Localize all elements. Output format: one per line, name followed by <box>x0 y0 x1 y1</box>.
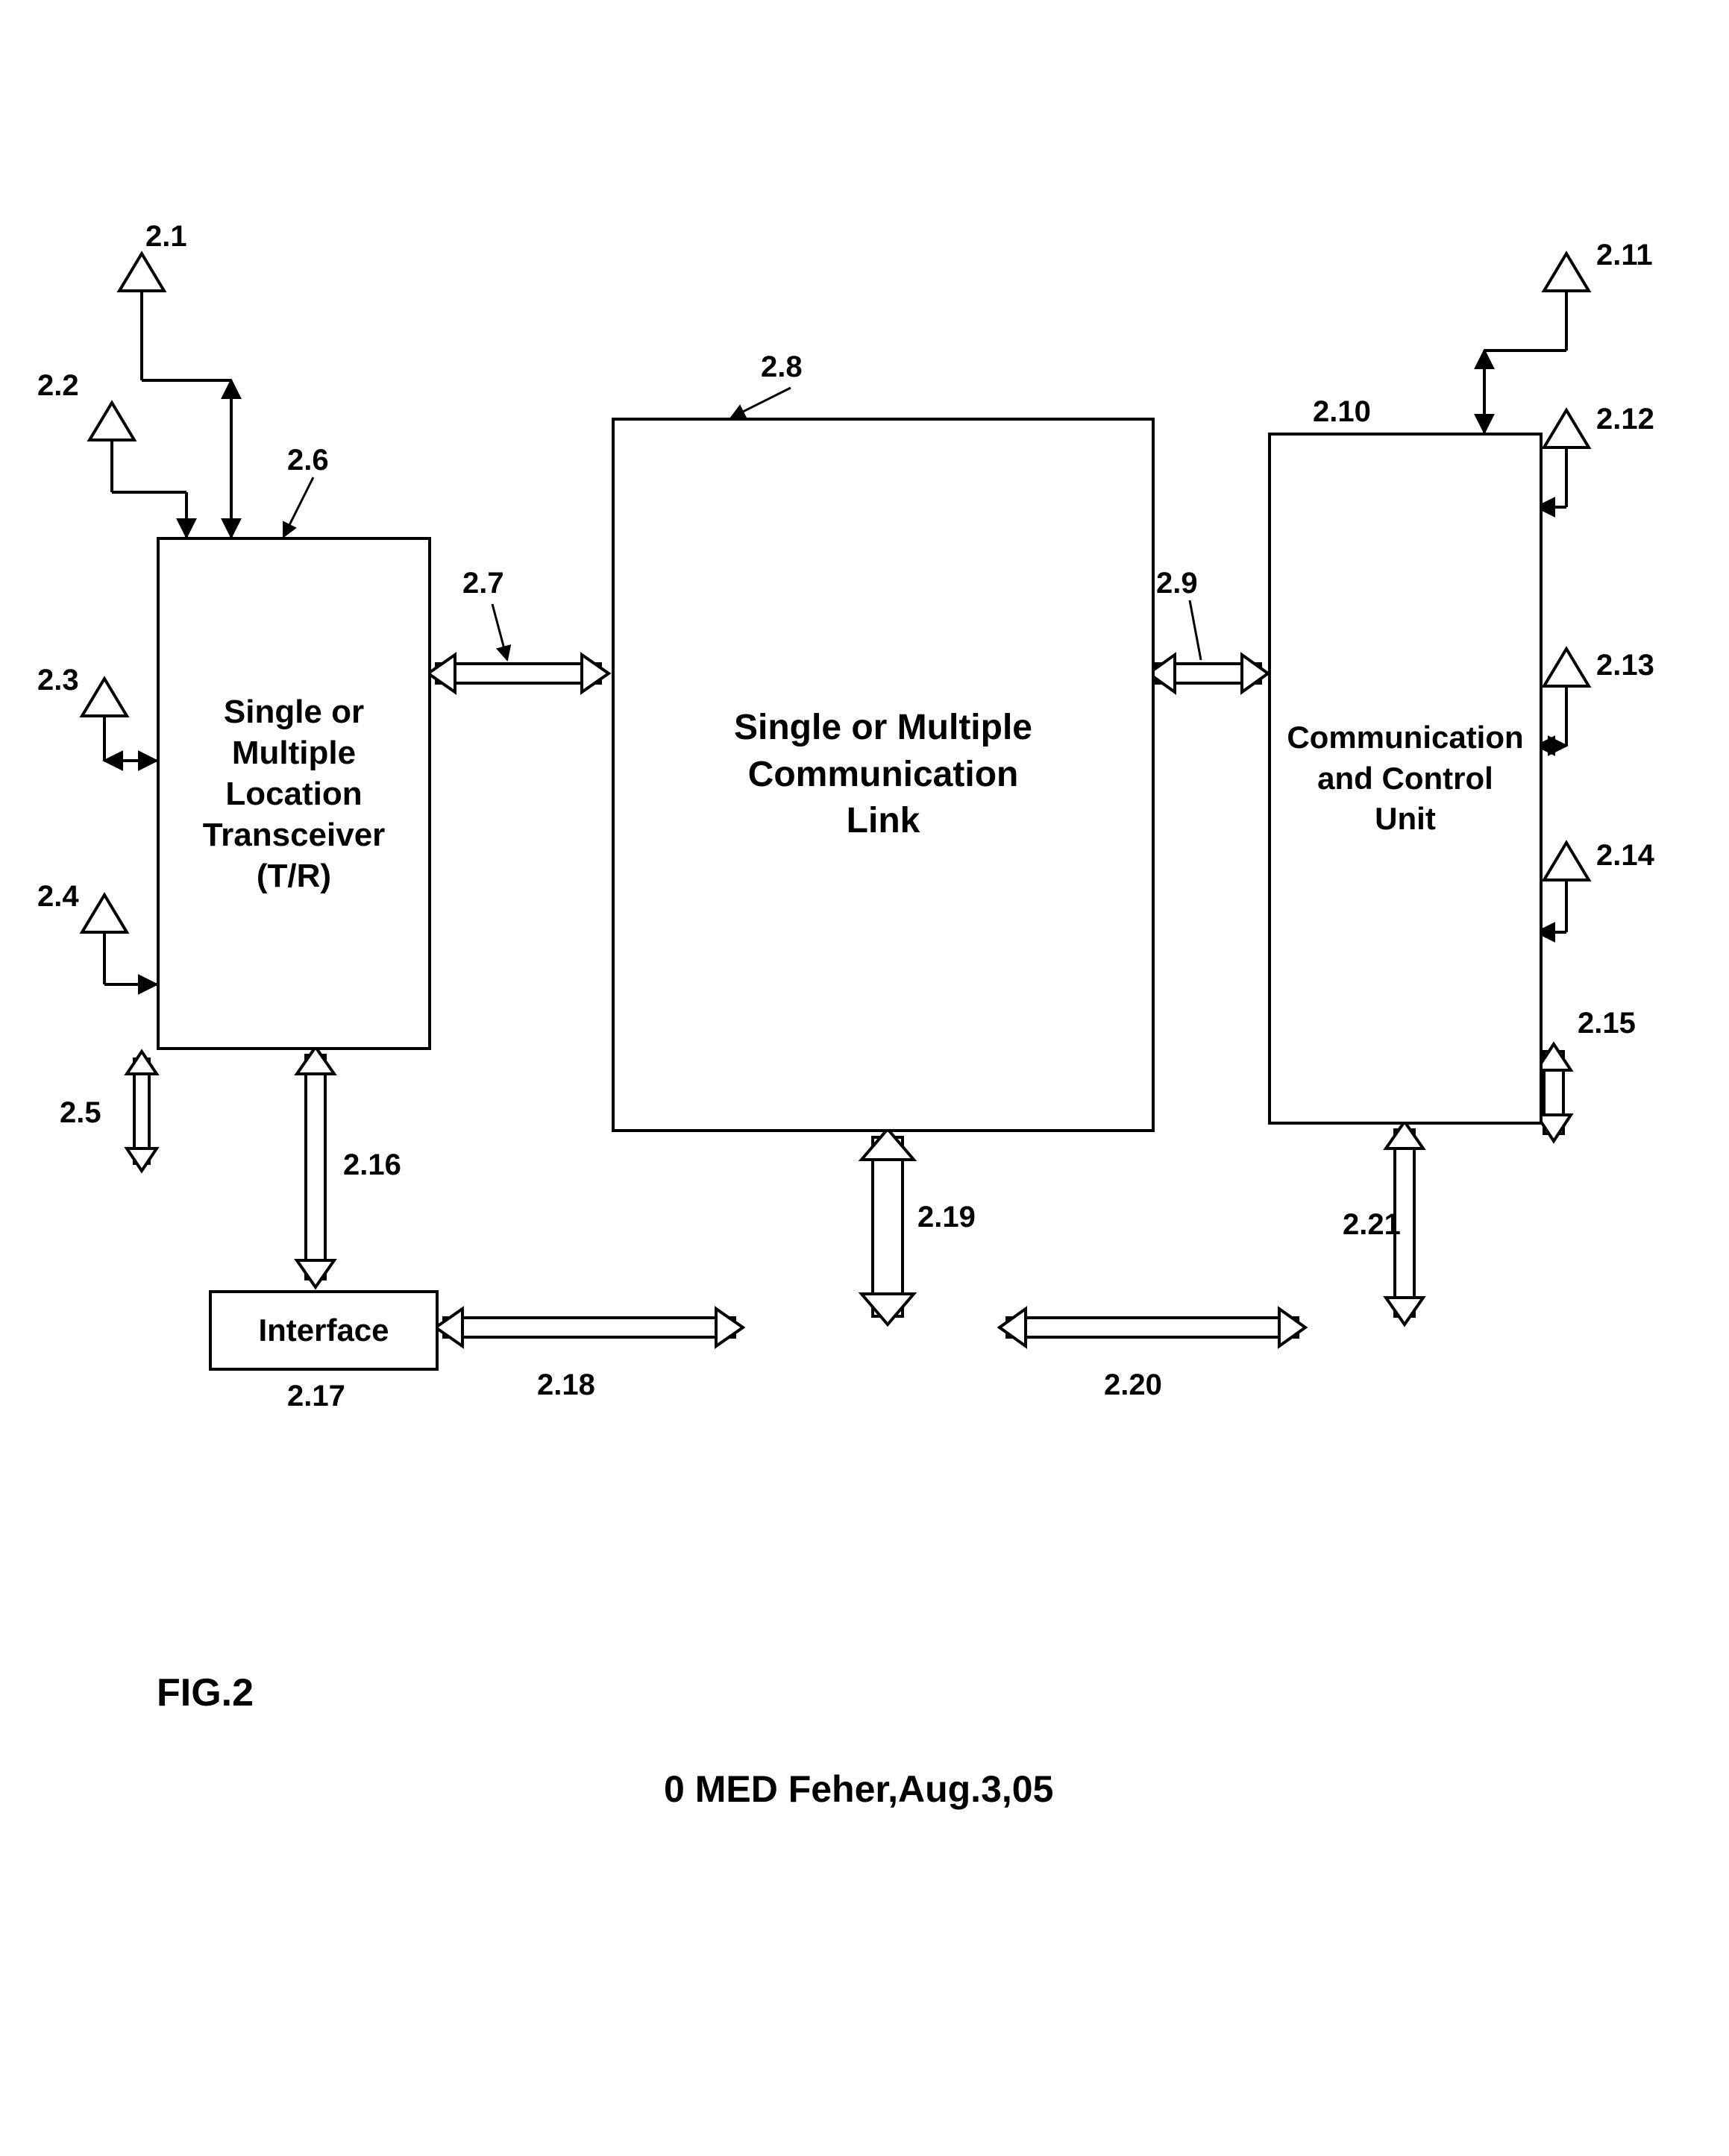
commlink-line3: Link <box>734 798 1032 844</box>
label-2-14: 2.14 <box>1596 839 1654 873</box>
footer-text: 0 MED Feher,Aug.3,05 <box>664 1767 1053 1811</box>
transceiver-line5: (T/R) <box>203 855 386 896</box>
label-2-21: 2.21 <box>1343 1208 1401 1242</box>
transceiver-line2: Multiple <box>203 732 386 773</box>
commlink-line1: Single or Multiple <box>734 705 1032 751</box>
label-2-3: 2.3 <box>37 664 79 697</box>
label-2-19: 2.19 <box>917 1201 976 1234</box>
transceiver-box: Single or Multiple Location Transceiver … <box>157 537 431 1050</box>
label-2-20: 2.20 <box>1104 1368 1162 1402</box>
label-2-12: 2.12 <box>1596 403 1654 436</box>
diagram-canvas: Single or Multiple Location Transceiver … <box>30 30 1671 2081</box>
label-2-7: 2.7 <box>462 567 504 600</box>
label-2-2: 2.2 <box>37 369 79 403</box>
ccu-line1: Communication <box>1287 717 1523 758</box>
label-2-17: 2.17 <box>287 1380 345 1413</box>
label-2-6: 2.6 <box>287 444 329 477</box>
label-2-5: 2.5 <box>60 1096 101 1130</box>
label-2-9: 2.9 <box>1156 567 1198 600</box>
label-2-10: 2.10 <box>1313 395 1371 429</box>
commlink-line2: Communication <box>734 752 1032 798</box>
transceiver-line4: Transceiver <box>203 814 386 855</box>
interface-box: Interface <box>209 1290 439 1371</box>
label-2-18: 2.18 <box>537 1368 595 1402</box>
label-2-13: 2.13 <box>1596 649 1654 682</box>
label-2-11: 2.11 <box>1596 239 1653 272</box>
commlink-box: Single or Multiple Communication Link <box>612 418 1155 1132</box>
figure-label: FIG.2 <box>157 1671 254 1715</box>
interface-text: Interface <box>258 1313 389 1348</box>
label-2-16: 2.16 <box>343 1148 401 1182</box>
transceiver-line1: Single or <box>203 691 386 732</box>
label-2-8: 2.8 <box>761 351 803 384</box>
ccu-line2: and Control <box>1287 758 1523 799</box>
transceiver-line3: Location <box>203 773 386 814</box>
ccu-box: Communication and Control Unit <box>1268 433 1543 1125</box>
label-2-4: 2.4 <box>37 880 79 914</box>
label-2-1: 2.1 <box>145 220 187 254</box>
ccu-line3: Unit <box>1287 799 1523 840</box>
label-2-15: 2.15 <box>1578 1007 1636 1040</box>
